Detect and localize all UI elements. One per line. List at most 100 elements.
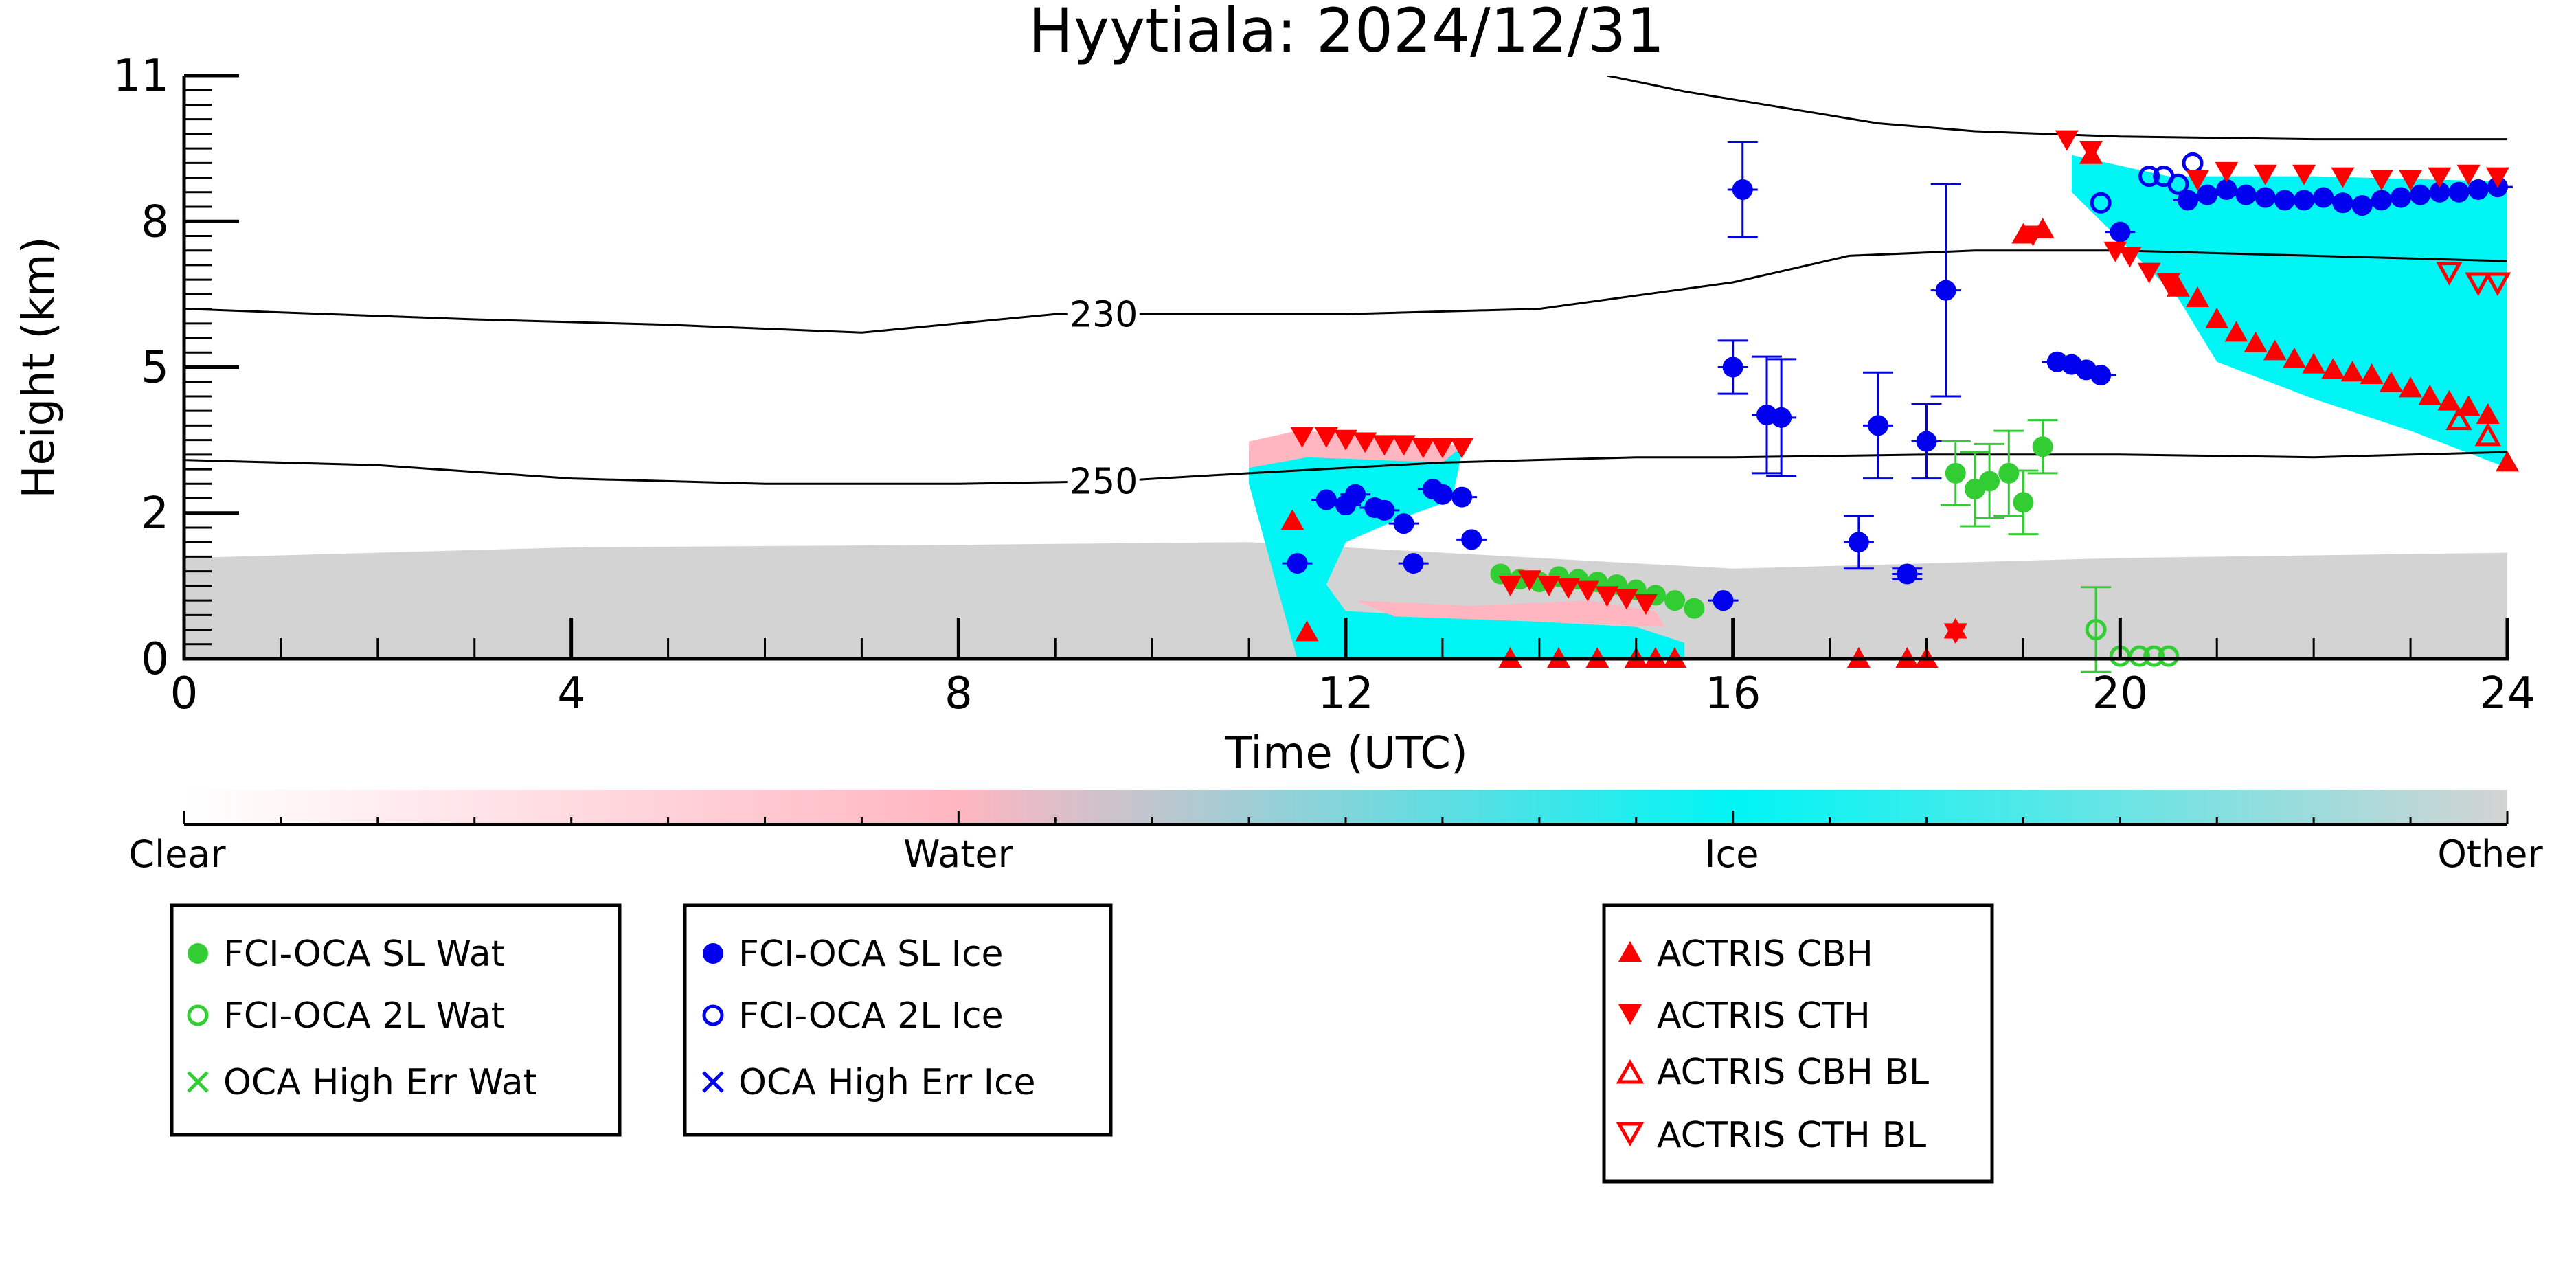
data-point: [1290, 427, 1314, 448]
data-point: [1450, 438, 1474, 459]
data-point: [1315, 489, 1337, 510]
legend-label: ACTRIS CBH BL: [1657, 1052, 1929, 1093]
legend-marker-open-triangle-down: [1616, 1122, 1645, 1147]
data-point: [2138, 166, 2160, 188]
y-tick-label: 5: [141, 343, 169, 394]
data-point: [2224, 321, 2248, 342]
contour-line: [184, 451, 2507, 485]
x-axis-label: Time (UTC): [1224, 728, 1468, 779]
legend-marker-triangle-up: [1618, 941, 1642, 962]
data-point: [2485, 167, 2509, 188]
data-point: [2340, 361, 2364, 382]
chart-title: Hyytiala: 2024/12/31: [1028, 0, 1664, 66]
axes: 0 2 5 8 11 0 4 8 12 16 20 24: [113, 51, 2535, 719]
data-point: [2255, 187, 2276, 208]
legend-ice: FCI-OCA SL Ice FCI-OCA 2L Ice OCA High E…: [683, 903, 1113, 1137]
x-tick-label: 20: [2092, 668, 2148, 719]
x-tick-label: 4: [557, 668, 585, 719]
data-point: [1916, 431, 1937, 452]
data-point: [1393, 513, 1414, 534]
data-point: [2032, 436, 2053, 457]
data-point: [2090, 365, 2112, 386]
legend-label: ACTRIS CBH: [1657, 934, 1873, 975]
data-point: [1334, 429, 1357, 451]
data-point: [1353, 432, 1377, 453]
data-point: [2379, 371, 2403, 392]
data-point: [2156, 273, 2180, 295]
data-point: [2013, 492, 2034, 513]
data-point: [2118, 247, 2142, 268]
data-point: [2244, 331, 2268, 352]
x-tick-label: 24: [2479, 668, 2535, 719]
legend-marker-open-circle-wat: [187, 1004, 209, 1026]
contour-label-bg: [1067, 293, 1140, 335]
data-point: [2143, 645, 2165, 667]
contour-line: [1607, 76, 2507, 141]
data-point: [2496, 451, 2519, 472]
data-point: [1295, 620, 1319, 642]
data-point: [2103, 241, 2127, 262]
data-point: [2167, 173, 2189, 195]
colorbar: Clear Water Ice Other: [128, 790, 2543, 876]
data-point: [2215, 161, 2239, 183]
data-point: [2302, 352, 2326, 374]
data-point: [1634, 594, 1658, 615]
y-tick-label: 0: [141, 634, 169, 685]
data-point: [2484, 272, 2511, 297]
y-axis-label: Height (km): [14, 236, 65, 498]
x-tick-label: 8: [945, 668, 973, 719]
data-point: [2465, 272, 2492, 297]
data-point: [1372, 435, 1397, 456]
data-point: [2332, 192, 2353, 214]
data-point: [1722, 357, 1743, 378]
legend-marker-open-triangle-up: [1616, 1059, 1645, 1084]
data-point: [2197, 184, 2218, 205]
data-point: [1345, 484, 1366, 505]
data-series: [1280, 130, 2519, 673]
data-point: [2205, 308, 2229, 329]
data-point: [1280, 509, 1304, 530]
y-tick-label: 8: [141, 196, 169, 247]
plot-area: 230 250 0 2 5 8 11 0 4 8 12 16 20 24: [113, 51, 2535, 719]
data-point: [2090, 192, 2112, 214]
contour-label: 230: [1070, 294, 1138, 335]
contour-label: 250: [1070, 462, 1138, 503]
data-point: [1897, 563, 1918, 585]
data-point: [1537, 575, 1561, 596]
legend-label: FCI-OCA SL Ice: [738, 934, 1004, 975]
data-point: [2418, 384, 2442, 405]
data-point: [2399, 376, 2423, 398]
x-tick-label: 16: [1705, 668, 1761, 719]
data-point: [2129, 645, 2151, 667]
classification-background: [184, 155, 2507, 659]
legend-marker-filled-circle-wat: [188, 943, 208, 964]
data-point: [1411, 438, 1435, 459]
data-point: [2371, 190, 2392, 211]
colorbar-label-water: Water: [903, 833, 1013, 876]
legend-label: ACTRIS CTH BL: [1657, 1115, 1926, 1156]
data-point: [1684, 598, 1705, 619]
data-point: [2474, 422, 2502, 447]
y-tick-label: 2: [141, 488, 169, 539]
data-point: [2321, 358, 2345, 379]
series-fci-oca-sl-ice: [1282, 140, 2513, 611]
data-point: [1935, 280, 1956, 301]
legend-label: FCI-OCA SL Wat: [223, 934, 505, 975]
x-tick-label: 0: [170, 668, 199, 719]
data-point: [2410, 184, 2431, 205]
data-point: [1557, 578, 1581, 599]
data-point: [2186, 286, 2210, 308]
legend-marker-x-wat: [187, 1071, 209, 1093]
data-point: [1595, 586, 1619, 607]
data-point: [2331, 167, 2355, 188]
data-point: [2429, 181, 2450, 203]
data-point: [2292, 164, 2316, 185]
data-point: [1732, 179, 1753, 200]
data-point: [1314, 427, 1338, 448]
data-point: [1451, 486, 1473, 508]
data-point: [2428, 167, 2452, 188]
legend-label: FCI-OCA 2L Wat: [223, 995, 505, 1037]
data-point: [1998, 462, 2020, 484]
data-point: [1943, 623, 1967, 644]
